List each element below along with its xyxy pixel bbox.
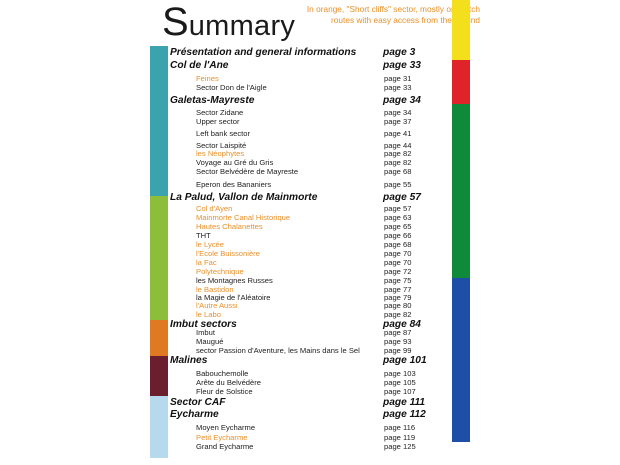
subsector-page-number: page 77: [384, 285, 412, 294]
legend-note: In orange, "Short cliffs" sector, mostly…: [306, 4, 480, 25]
subsector-title: l'Autre Aussi: [196, 301, 238, 310]
subsector-title: le Lycée: [196, 240, 225, 249]
subsector-title: Maugué: [196, 337, 224, 346]
section-page-number: page 3: [383, 47, 416, 58]
subsector-page-number: page 44: [384, 141, 412, 150]
section-color-band: [150, 396, 168, 458]
section-page-number: page 112: [383, 409, 426, 420]
subsector-title: sector Passion d'Aventure, les Mains dan…: [196, 346, 360, 355]
subsector-title: Sector Zidane: [196, 108, 244, 117]
subsector-page-number: page 80: [384, 301, 412, 310]
section-title: Imbut sectors: [170, 319, 237, 330]
thumb-index-tab: [452, 104, 470, 278]
section-title: Malines: [170, 355, 208, 366]
section-title: Sector CAF: [170, 397, 226, 408]
subsector-page-number: page 125: [384, 442, 416, 451]
section-color-band: [150, 46, 168, 196]
subsector-page-number: page 119: [384, 433, 416, 442]
subsector-title: Grand Eycharme: [196, 442, 254, 451]
subsector-title: Fleur de Solstice: [196, 387, 253, 396]
subsector-page-number: page 63: [384, 213, 412, 222]
section-title: Col de l'Ane: [170, 60, 229, 71]
subsector-page-number: page 41: [384, 129, 412, 138]
section-page-number: page 101: [383, 355, 427, 366]
subsector-title: la Magie de l'Aléatoire: [196, 293, 271, 302]
subsector-page-number: page 99: [384, 346, 412, 355]
subsector-title: Sector Don de l'Aigle: [196, 83, 267, 92]
subsector-title: Sector Laispité: [196, 141, 247, 150]
subsector-page-number: page 34: [384, 108, 412, 117]
subsector-title: Feines: [196, 74, 219, 83]
subsector-title: le Labo: [196, 310, 221, 319]
subsector-title: Petit Eycharme: [196, 433, 248, 442]
subsector-title: le Bastidon: [196, 285, 234, 294]
thumb-index-tab: [452, 60, 470, 104]
subsector-page-number: page 116: [384, 423, 416, 432]
subsector-page-number: page 33: [384, 83, 412, 92]
section-page-number: page 57: [383, 192, 421, 203]
subsector-title: les Montagnes Russes: [196, 276, 273, 285]
subsector-page-number: page 70: [384, 258, 412, 267]
subsector-title: Sector Belvédère de Mayreste: [196, 167, 299, 176]
subsector-title: Left bank sector: [196, 129, 251, 138]
section-title: Eycharme: [170, 409, 219, 420]
subsector-title: les Néophytes: [196, 149, 245, 158]
title-initial: S: [162, 0, 189, 44]
section-page-number: page 34: [383, 95, 421, 106]
subsector-page-number: page 93: [384, 337, 412, 346]
subsector-title: la Fac: [196, 258, 217, 267]
thumb-index-tab: [452, 0, 470, 60]
subsector-page-number: page 31: [384, 74, 412, 83]
subsector-title: Hautes Chalanettes: [196, 222, 263, 231]
section-page-number: page 84: [383, 319, 421, 330]
subsector-page-number: page 57: [384, 204, 412, 213]
section-title: Présentation and general informations: [170, 47, 357, 58]
subsector-page-number: page 105: [384, 378, 416, 387]
subsector-page-number: page 82: [384, 310, 412, 319]
subsector-title: Polytechnique: [196, 267, 244, 276]
subsector-page-number: page 37: [384, 117, 412, 126]
subsector-page-number: page 103: [384, 369, 416, 378]
section-page-number: page 111: [383, 397, 426, 408]
section-color-band: [150, 196, 168, 320]
subsector-page-number: page 68: [384, 167, 412, 176]
section-color-band: [150, 320, 168, 356]
subsector-page-number: page 82: [384, 149, 412, 158]
subsector-title: l'Ecole Buissonière: [196, 249, 260, 258]
subsector-page-number: page 87: [384, 328, 412, 337]
subsector-title: Voyage au Gré du Gris: [196, 158, 274, 167]
subsector-title: Moyen Eycharme: [196, 423, 256, 432]
subsector-title: THT: [196, 231, 211, 240]
subsector-page-number: page 68: [384, 240, 412, 249]
page-title: Summary: [162, 2, 295, 42]
thumb-index-tab: [452, 278, 470, 442]
section-title: La Palud, Vallon de Mainmorte: [170, 192, 318, 203]
subsector-page-number: page 82: [384, 158, 412, 167]
subsector-page-number: page 107: [384, 387, 416, 396]
section-color-band: [150, 356, 168, 396]
subsector-title: Eperon des Bananiers: [196, 180, 272, 189]
section-title: Galetas-Mayreste: [170, 95, 255, 106]
subsector-page-number: page 79: [384, 293, 412, 302]
subsector-page-number: page 65: [384, 222, 412, 231]
subsector-title: Imbut: [196, 328, 215, 337]
section-page-number: page 33: [383, 60, 421, 71]
subsector-title: Arête du Belvédère: [196, 378, 262, 387]
title-rest: ummary: [188, 10, 296, 42]
subsector-page-number: page 66: [384, 231, 412, 240]
subsector-page-number: page 75: [384, 276, 412, 285]
subsector-page-number: page 72: [384, 267, 412, 276]
subsector-page-number: page 55: [384, 180, 412, 189]
subsector-title: Col d'Ayen: [196, 204, 233, 213]
subsector-title: Babouchemolle: [196, 369, 249, 378]
subsector-title: Upper sector: [196, 117, 240, 126]
subsector-title: Mainmorte Canal Historique: [196, 213, 291, 222]
subsector-page-number: page 70: [384, 249, 412, 258]
